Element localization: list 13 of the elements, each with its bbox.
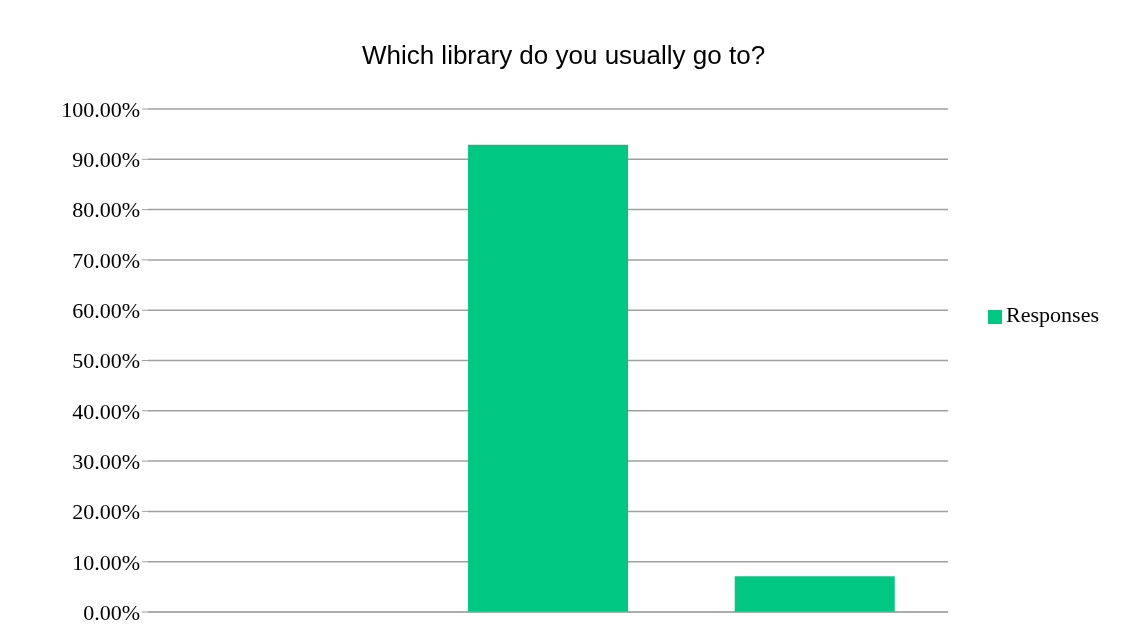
y-tick-label: 50.00%: [72, 348, 140, 374]
y-tick-label: 80.00%: [72, 197, 140, 223]
y-tick-label: 10.00%: [72, 549, 140, 575]
legend-label: Responses: [1006, 302, 1099, 327]
y-tick-label: 70.00%: [72, 247, 140, 273]
y-tick-label: 0.00%: [83, 599, 140, 625]
y-tick-label: 90.00%: [72, 147, 140, 173]
y-tick-label: 60.00%: [72, 298, 140, 324]
y-tick-label: 20.00%: [72, 499, 140, 525]
y-tick-label: 40.00%: [72, 398, 140, 424]
chart-title: Which library do you usually go to?: [360, 40, 767, 71]
y-tick-label: 30.00%: [72, 448, 140, 474]
y-tick-label: 100.00%: [61, 96, 140, 122]
